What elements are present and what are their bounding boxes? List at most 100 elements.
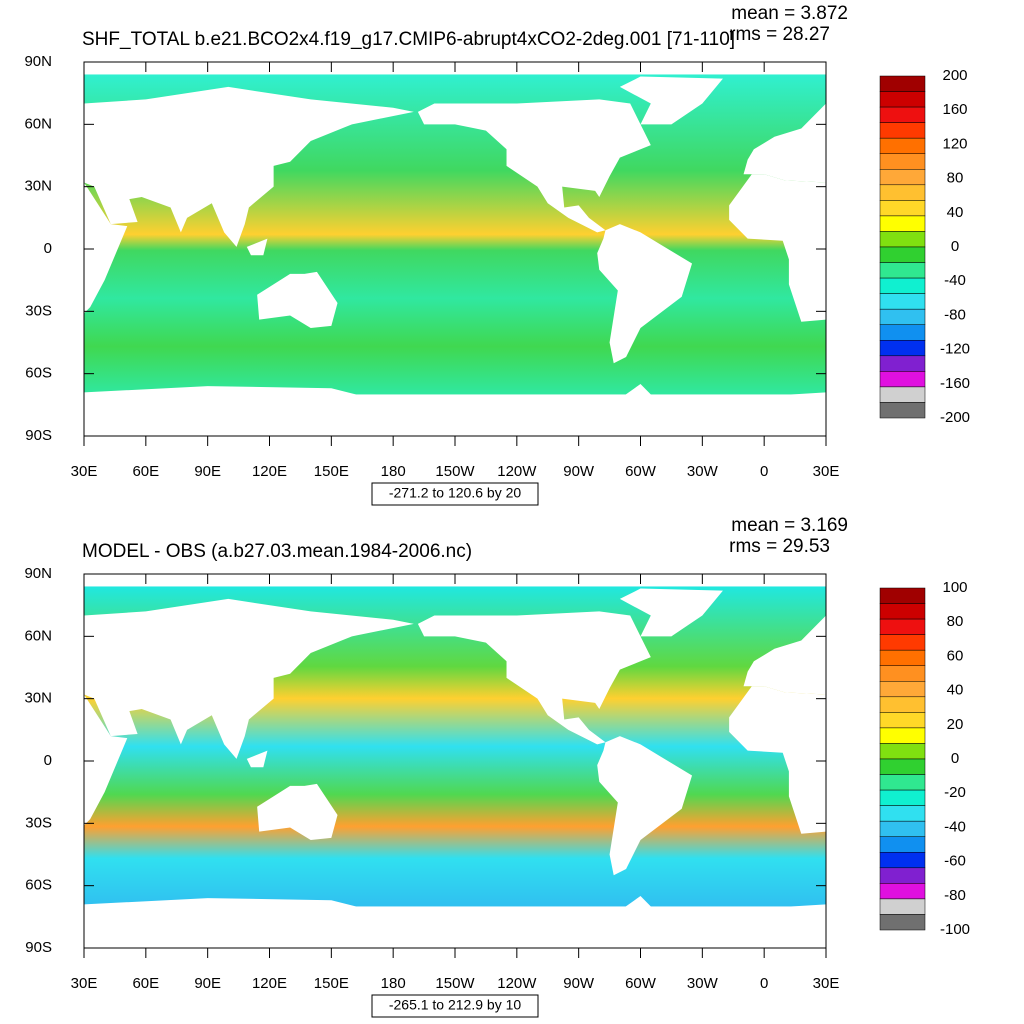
rms-stat: rms = 28.27: [729, 24, 830, 45]
lat-label: 0: [44, 240, 52, 257]
colorbar-box: [879, 231, 926, 248]
lat-label: 30S: [25, 814, 52, 831]
info-box: [371, 994, 539, 1018]
colorbar-box: [879, 169, 926, 186]
colorbar-label: -100: [940, 921, 970, 938]
land: [84, 182, 128, 314]
lon-label: 90E: [194, 975, 221, 992]
colorbar-box: [879, 277, 926, 294]
colorbar-box: [879, 914, 926, 931]
lat-label: 0: [44, 752, 52, 769]
colorbar-box: [879, 820, 926, 837]
colorbar-label: 160: [942, 101, 967, 118]
lon-label: 120E: [252, 463, 287, 480]
lat-label: 60S: [25, 877, 52, 894]
colorbar-label: 40: [947, 204, 964, 221]
lon-label: 90W: [563, 463, 595, 480]
colorbar-box: [879, 758, 926, 775]
lon-label: 30W: [687, 463, 719, 480]
colorbar-box: [879, 805, 926, 822]
land: [257, 271, 338, 328]
colorbar-box: [879, 371, 926, 388]
lon-label: 120E: [252, 975, 287, 992]
colorbar-label: 0: [951, 750, 959, 767]
rms-stat: rms = 29.53: [729, 536, 830, 557]
colorbar-label: -120: [940, 341, 970, 358]
colorbar-box: [879, 649, 926, 666]
colorbar-box: [879, 340, 926, 357]
colorbar-box: [879, 634, 926, 651]
lon-label: 60W: [625, 975, 657, 992]
colorbar-box: [879, 293, 926, 310]
colorbar-box: [879, 200, 926, 217]
colorbar-box: [879, 215, 926, 232]
lat-label: 90S: [25, 427, 52, 444]
colorbar-label: 80: [947, 613, 964, 630]
colorbar-label: 40: [947, 682, 964, 699]
lat-label: 60S: [25, 365, 52, 382]
land: [246, 238, 268, 256]
colorbar-box: [879, 883, 926, 900]
colorbar-label: 100: [942, 579, 967, 596]
colorbar-label: 80: [947, 170, 964, 187]
colorbar-box: [879, 137, 926, 154]
land: [84, 694, 128, 826]
lat-label: 90N: [24, 53, 52, 70]
lat-label: 30N: [24, 178, 52, 195]
land: [729, 174, 826, 322]
lat-label: 60N: [24, 627, 52, 644]
colorbar-box: [879, 774, 926, 791]
info-text: -265.1 to 212.9 by 10: [389, 997, 522, 1013]
land: [597, 224, 693, 364]
lon-label: 60E: [132, 463, 159, 480]
land: [597, 736, 693, 876]
colorbar-label: -80: [944, 306, 966, 323]
panel-title: SHF_TOTAL b.e21.BCO2x4.f19_g17.CMIP6-abr…: [82, 29, 735, 50]
colorbar-box: [879, 75, 926, 92]
land: [743, 615, 826, 695]
land: [84, 384, 826, 436]
lon-label: 150E: [314, 975, 349, 992]
colorbar-label: 20: [947, 716, 964, 733]
colorbar-box: [879, 836, 926, 853]
colorbar-label: -200: [940, 409, 970, 426]
land: [417, 611, 651, 745]
colorbar-box: [879, 681, 926, 698]
land: [417, 99, 651, 233]
lon-label: 30E: [71, 463, 98, 480]
colorbar-box: [879, 712, 926, 729]
lon-label: 90E: [194, 463, 221, 480]
colorbar-box: [879, 308, 926, 325]
colorbar-box: [879, 867, 926, 884]
colorbar-box: [879, 106, 926, 123]
colorbar-label: 60: [947, 647, 964, 664]
mean-stat: mean = 3.169: [731, 515, 848, 536]
lon-label: 150E: [314, 463, 349, 480]
colorbar-box: [879, 789, 926, 806]
colorbar-box: [879, 386, 926, 403]
colorbar-label: -60: [944, 853, 966, 870]
panel-title: MODEL - OBS (a.b27.03.mean.1984-2006.nc): [82, 541, 472, 562]
land: [257, 783, 338, 840]
colorbar-box: [879, 587, 926, 604]
colorbar-label: 120: [942, 135, 967, 152]
colorbar-label: 200: [942, 67, 967, 84]
colorbar-box: [879, 402, 926, 419]
mean-stat: mean = 3.872: [731, 3, 848, 24]
colorbar-label: 0: [951, 238, 959, 255]
colorbar-label: -40: [944, 272, 966, 289]
colorbar-box: [879, 262, 926, 279]
colorbar-box: [879, 184, 926, 201]
info-text: -271.2 to 120.6 by 20: [389, 485, 522, 501]
colorbar-box: [879, 665, 926, 682]
colorbar-box: [879, 696, 926, 713]
lon-label: 60W: [625, 463, 657, 480]
info-box: [371, 482, 539, 506]
lon-label: 120W: [497, 975, 537, 992]
land: [619, 588, 723, 637]
colorbar-box: [879, 246, 926, 263]
land: [246, 750, 268, 768]
lon-label: 180: [381, 463, 406, 480]
colorbar-box: [879, 153, 926, 170]
